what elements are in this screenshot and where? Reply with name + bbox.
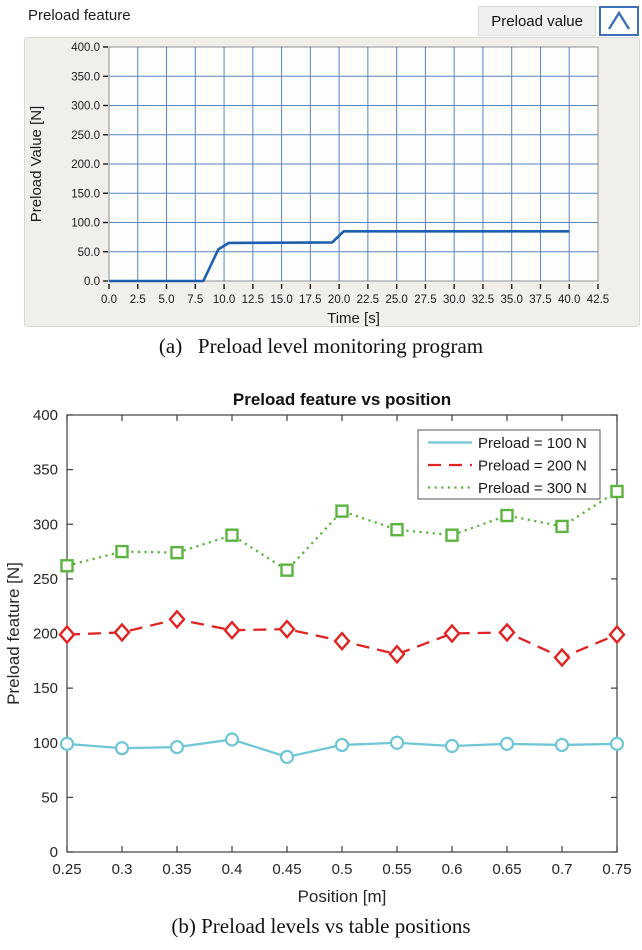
svg-text:0.7: 0.7 <box>552 861 573 878</box>
svg-text:7.5: 7.5 <box>187 294 203 306</box>
x-axis-label: Time [s] <box>327 310 380 326</box>
svg-text:100.0: 100.0 <box>71 218 100 230</box>
top-chart-title: Preload feature <box>28 7 131 24</box>
caption-a: (a) Preload level monitoring program <box>158 334 484 358</box>
legend-entry-label: Preload = 100 N <box>478 435 587 452</box>
svg-text:42.5: 42.5 <box>587 294 609 306</box>
svg-text:200.0: 200.0 <box>71 159 100 171</box>
svg-text:25.0: 25.0 <box>385 294 407 306</box>
svg-text:40.0: 40.0 <box>558 294 580 306</box>
svg-text:10.0: 10.0 <box>213 294 235 306</box>
series-100n <box>59 732 625 765</box>
svg-text:150: 150 <box>33 680 58 697</box>
tick-labels: 0.25 0.3 0.35 0.4 0.45 0.5 0.55 0.6 0.65 0.7 0.75 0… <box>33 407 632 878</box>
svg-text:0.0: 0.0 <box>84 276 100 288</box>
caption-b: (b) Preload levels vs table positions <box>171 914 471 938</box>
svg-text:37.5: 37.5 <box>529 294 551 306</box>
svg-text:50.0: 50.0 <box>78 247 100 259</box>
svg-text:300: 300 <box>33 516 58 533</box>
svg-text:250: 250 <box>33 571 58 588</box>
y-axis-label: Preload Value [N] <box>28 106 45 222</box>
tick-marks <box>103 46 599 289</box>
preload-value-trace <box>109 229 570 283</box>
svg-text:200: 200 <box>33 626 58 643</box>
svg-text:350: 350 <box>33 462 58 479</box>
svg-text:0.4: 0.4 <box>222 861 243 878</box>
top-legend-label[interactable]: Preload value <box>478 6 596 36</box>
chart-title: Preload feature vs position <box>233 390 451 409</box>
series-200n <box>58 609 626 668</box>
waveform-chart: 0.0 2.5 5.0 7.5 10.0 12.5 15.0 17.5 20.0 22.5 25.0… <box>28 42 609 326</box>
series-300n <box>60 484 624 577</box>
svg-text:15.0: 15.0 <box>270 294 292 306</box>
svg-text:350.0: 350.0 <box>71 71 100 83</box>
svg-text:0: 0 <box>50 844 58 861</box>
svg-text:400: 400 <box>33 407 58 424</box>
legend-entry-label: Preload = 200 N <box>478 458 587 475</box>
svg-text:0.0: 0.0 <box>101 294 117 306</box>
svg-text:30.0: 30.0 <box>443 294 465 306</box>
svg-text:0.65: 0.65 <box>492 861 521 878</box>
svg-text:32.5: 32.5 <box>472 294 494 306</box>
tick-labels: 0.0 2.5 5.0 7.5 10.0 12.5 15.0 17.5 20.0 22.5 25.0… <box>71 42 609 306</box>
svg-text:20.0: 20.0 <box>328 294 350 306</box>
svg-text:400.0: 400.0 <box>71 42 100 54</box>
svg-text:0.35: 0.35 <box>162 861 191 878</box>
svg-text:35.0: 35.0 <box>501 294 523 306</box>
svg-text:27.5: 27.5 <box>414 294 436 306</box>
svg-text:12.5: 12.5 <box>242 294 264 306</box>
svg-text:22.5: 22.5 <box>357 294 379 306</box>
svg-text:300.0: 300.0 <box>71 101 100 113</box>
top-chart-legend: Preload value <box>478 6 639 36</box>
svg-text:50: 50 <box>41 789 58 806</box>
svg-text:0.45: 0.45 <box>272 861 301 878</box>
legend-entry-label: Preload = 300 N <box>478 480 587 497</box>
svg-text:0.25: 0.25 <box>52 861 81 878</box>
svg-text:150.0: 150.0 <box>71 188 100 200</box>
legend[interactable]: Preload = 100 N Preload = 200 N Preload = … <box>417 429 601 500</box>
svg-text:0.55: 0.55 <box>382 861 411 878</box>
svg-text:100: 100 <box>33 735 58 752</box>
svg-text:17.5: 17.5 <box>299 294 321 306</box>
svg-text:0.5: 0.5 <box>332 861 353 878</box>
waveform-chart-panel: 0.0 2.5 5.0 7.5 10.0 12.5 15.0 17.5 20.0 22.5 25.0… <box>24 37 640 327</box>
svg-text:0.75: 0.75 <box>602 861 631 878</box>
plot-line-legend-icon[interactable] <box>599 6 639 36</box>
y-axis-label: Preload feature [N] <box>4 562 23 705</box>
svg-text:0.6: 0.6 <box>442 861 463 878</box>
x-axis-label: Position [m] <box>298 887 387 906</box>
svg-text:5.0: 5.0 <box>159 294 175 306</box>
svg-text:0.3: 0.3 <box>112 861 133 878</box>
svg-text:250.0: 250.0 <box>71 130 100 142</box>
legend-peak-glyph <box>607 10 631 30</box>
svg-text:2.5: 2.5 <box>130 294 146 306</box>
